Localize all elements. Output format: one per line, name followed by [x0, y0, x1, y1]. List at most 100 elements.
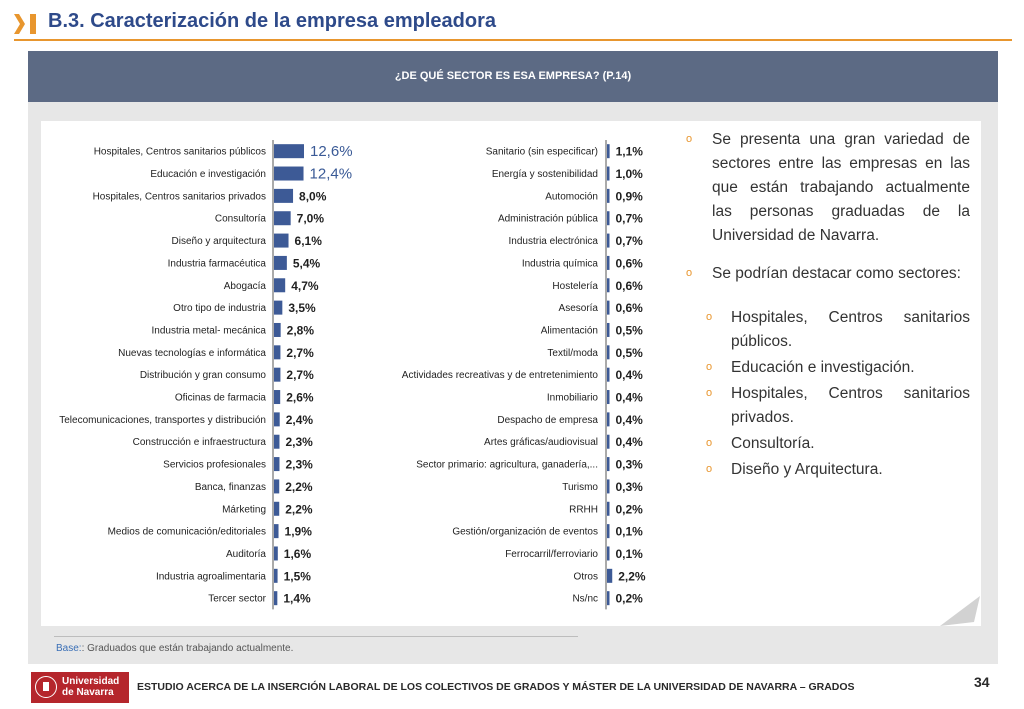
category-label: Tercer sector	[208, 594, 266, 605]
data-bar	[274, 546, 278, 561]
category-label: Consultoría	[215, 214, 267, 225]
data-bar	[274, 390, 281, 405]
value-label: 2,7%	[286, 346, 314, 360]
circle-bullet-icon: o	[706, 387, 713, 399]
value-label: 2,3%	[285, 458, 313, 472]
category-label: Industria farmacéutica	[168, 258, 267, 269]
data-bar	[607, 188, 610, 203]
category-label: Industria química	[522, 258, 599, 269]
category-label: Alimentación	[541, 325, 598, 336]
value-label: 0,3%	[616, 480, 644, 494]
category-label: Industria electrónica	[509, 236, 599, 247]
data-bar	[274, 144, 304, 159]
data-bar	[274, 278, 286, 293]
data-bar	[274, 255, 287, 270]
data-bar	[274, 345, 281, 360]
category-label: Abogacía	[224, 281, 267, 292]
data-bar	[607, 568, 613, 583]
value-label: 2,2%	[618, 569, 646, 583]
value-label: 2,8%	[287, 323, 315, 337]
data-bar	[274, 591, 278, 606]
value-label: 0,4%	[616, 368, 644, 382]
data-bar	[274, 501, 280, 516]
data-bar	[274, 524, 279, 539]
category-label: Inmobiliario	[547, 393, 599, 404]
university-logo: Universidad de Navarra	[31, 672, 129, 703]
value-label: 8,0%	[299, 189, 327, 203]
value-label: 0,5%	[616, 323, 644, 337]
value-label: 6,1%	[295, 234, 323, 248]
logo-text: Universidad de Navarra	[62, 676, 119, 698]
value-label: 3,5%	[288, 301, 316, 315]
data-bar	[274, 367, 281, 382]
data-bar	[274, 233, 289, 248]
highlight-text: Hospitales, Centros sanitarios privados.	[731, 385, 970, 426]
data-bar	[274, 300, 283, 315]
data-bar	[607, 524, 610, 539]
data-bar	[274, 211, 291, 226]
summary-notes: o Se presenta una gran variedad de secto…	[686, 128, 970, 484]
data-bar	[607, 457, 610, 472]
data-bar	[607, 233, 610, 248]
category-label: Hospitales, Centros sanitarios públicos	[94, 147, 266, 158]
data-bar	[607, 546, 610, 561]
category-label: Industria agroalimentaria	[156, 571, 266, 582]
category-label: Otro tipo de industria	[173, 303, 266, 314]
value-label: 1,9%	[285, 525, 313, 539]
data-bar	[274, 457, 280, 472]
circle-bullet-icon: o	[706, 361, 713, 373]
category-label: Artes gráficas/audiovisual	[484, 437, 598, 448]
note-paragraph: o Se presenta una gran variedad de secto…	[686, 128, 970, 248]
highlight-text: Hospitales, Centros sanitarios públicos.	[731, 309, 970, 350]
question-label: ¿DE QUÉ SECTOR ES ESA EMPRESA? (P.14)	[394, 70, 632, 82]
base-text: : Graduados que están trabajando actualm…	[81, 643, 294, 654]
category-label: Nuevas tecnologías e informática	[118, 348, 266, 359]
category-label: Educación e investigación	[150, 169, 266, 180]
value-label: 0,3%	[616, 458, 644, 472]
highlight-text: Consultoría.	[731, 435, 815, 452]
base-key: Base:	[56, 643, 82, 654]
data-bar	[607, 390, 610, 405]
value-label: 0,2%	[616, 502, 644, 516]
logo-text-line1: Universidad	[62, 676, 120, 687]
page-number: 34	[974, 674, 990, 690]
header-divider	[14, 39, 1012, 41]
note-paragraph: o Se podrían destacar como sectores:	[686, 262, 970, 286]
value-label: 2,2%	[285, 502, 313, 516]
data-bar	[607, 479, 610, 494]
data-bar	[274, 434, 280, 449]
note-text: Se podrían destacar como sectores:	[712, 265, 961, 282]
value-label: 0,6%	[616, 256, 644, 270]
data-bar	[607, 501, 610, 516]
circle-bullet-icon: o	[686, 267, 693, 279]
value-label: 1,4%	[283, 592, 311, 606]
category-label: Turismo	[562, 482, 598, 493]
data-bar	[607, 255, 610, 270]
data-bar	[607, 345, 610, 360]
category-label: Medios de comunicación/editoriales	[108, 527, 266, 538]
category-label: Automoción	[545, 191, 598, 202]
circle-bullet-icon: o	[706, 311, 713, 323]
circle-bullet-icon: o	[706, 437, 713, 449]
footer-study-title: ESTUDIO ACERCA DE LA INSERCIÓN LABORAL D…	[137, 681, 855, 693]
category-label: Ferrocarril/ferroviario	[505, 549, 598, 560]
category-label: RRHH	[569, 504, 598, 515]
data-bar	[607, 412, 610, 427]
category-label: Banca, finanzas	[195, 482, 266, 493]
data-bar	[607, 166, 610, 181]
category-label: Industria metal- mecánica	[152, 325, 267, 336]
category-label: Construcción e infraestructura	[133, 437, 267, 448]
data-bar	[607, 434, 610, 449]
highlight-item: o Hospitales, Centros sanitarios privados…	[686, 382, 970, 430]
category-label: Ns/nc	[572, 594, 598, 605]
value-label: 1,0%	[616, 167, 644, 181]
value-label: 2,7%	[286, 368, 314, 382]
data-bar	[607, 211, 610, 226]
page-fold-decoration	[940, 596, 980, 626]
data-bar	[607, 322, 610, 337]
value-label: 0,1%	[616, 547, 644, 561]
question-banner: ¿DE QUÉ SECTOR ES ESA EMPRESA? (P.14)	[28, 51, 998, 102]
data-bar	[274, 479, 280, 494]
category-label: Servicios profesionales	[163, 460, 266, 471]
chart-area	[41, 121, 981, 626]
